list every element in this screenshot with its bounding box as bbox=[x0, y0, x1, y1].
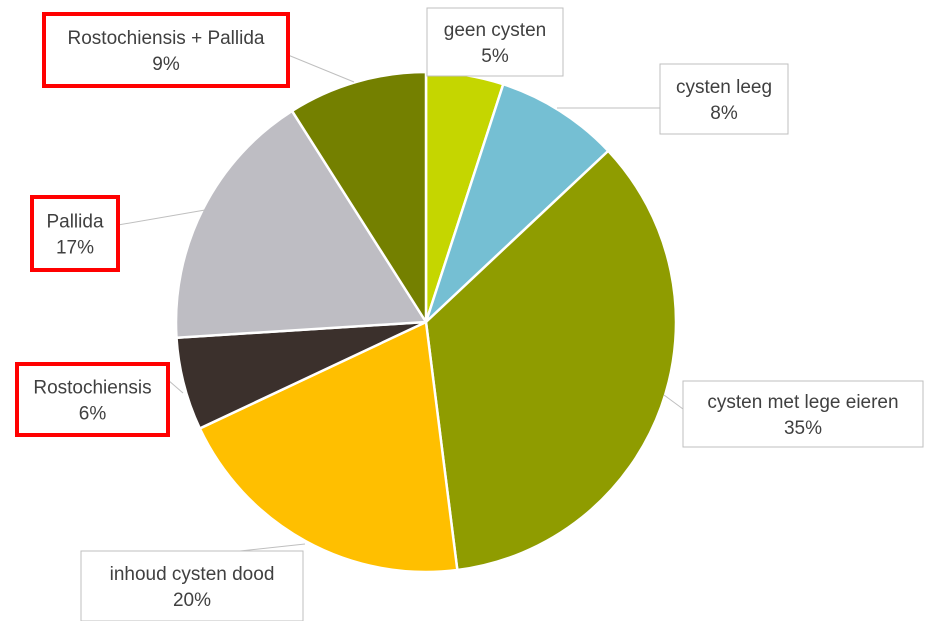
data-label-value: 20% bbox=[173, 590, 211, 611]
data-label-box bbox=[426, 7, 564, 77]
pie-slice-cysten-met-lege-eieren bbox=[424, 149, 678, 572]
data-label-value: 5% bbox=[481, 46, 509, 67]
data-label-category: cysten leeg bbox=[676, 77, 772, 98]
pie-slice-inhoud-cysten-dood bbox=[198, 320, 459, 574]
data-label-box bbox=[80, 550, 304, 621]
data-labels: geen cysten 5% cysten leeg 8% cysten met leg… bbox=[15, 7, 924, 621]
data-label-value: 8% bbox=[710, 103, 738, 124]
data-label-category: cysten met lege eieren bbox=[707, 392, 898, 413]
leader-line bbox=[663, 394, 684, 410]
data-label-box bbox=[15, 362, 170, 437]
data-label-box bbox=[42, 12, 290, 88]
data-label-category: Rostochiensis bbox=[33, 378, 151, 399]
data-label-value: 9% bbox=[152, 54, 180, 75]
data-label-value: 17% bbox=[56, 238, 94, 259]
data-label-box bbox=[659, 63, 789, 135]
data-label-box bbox=[682, 380, 924, 448]
leader-lines bbox=[117, 54, 684, 552]
pie-slice-cysten-leeg bbox=[424, 82, 610, 324]
data-label-box bbox=[30, 195, 120, 272]
pie-slice-pallida bbox=[174, 109, 428, 339]
data-label-category: Pallida bbox=[46, 212, 103, 233]
leader-line bbox=[167, 379, 184, 394]
leader-line bbox=[239, 543, 306, 552]
leader-line bbox=[287, 54, 355, 83]
leader-line bbox=[117, 209, 206, 226]
data-label-category: geen cysten bbox=[444, 20, 546, 41]
data-label-category: inhoud cysten dood bbox=[110, 564, 275, 585]
pie-slice-rostochiensis-pallida bbox=[290, 70, 428, 324]
data-label-value: 6% bbox=[79, 404, 107, 425]
data-label-value: 35% bbox=[784, 418, 822, 439]
pie-slices bbox=[174, 70, 678, 574]
data-label-category: Rostochiensis + Pallida bbox=[68, 28, 265, 49]
